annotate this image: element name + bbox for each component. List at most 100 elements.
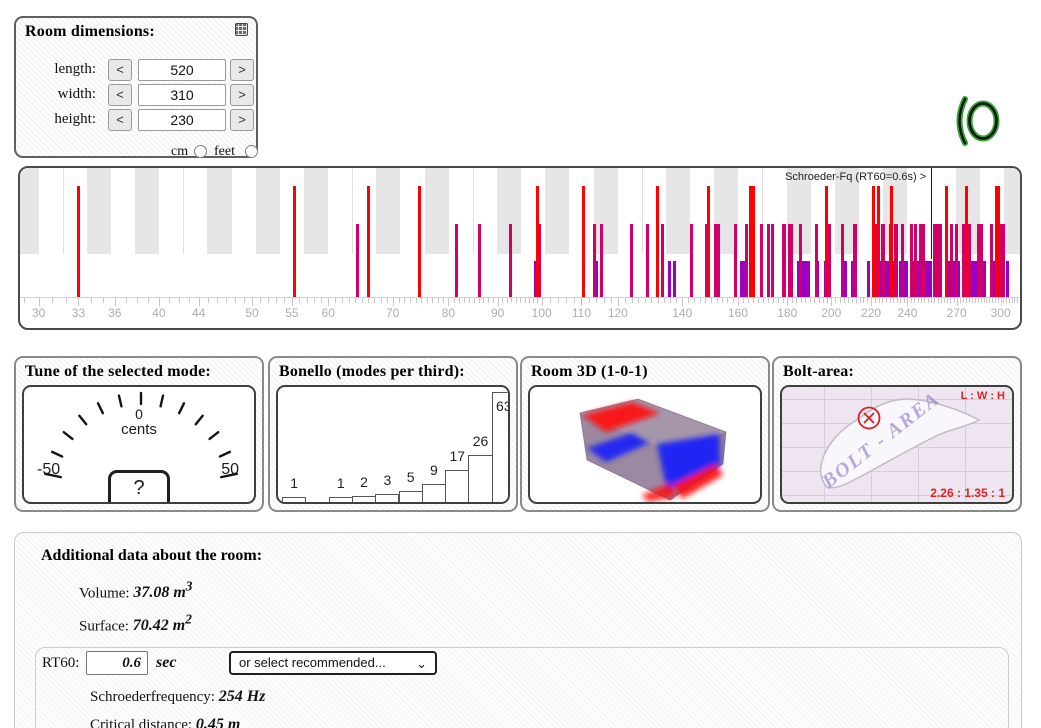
mode-bar-tangential[interactable] bbox=[660, 224, 664, 297]
feet-radio[interactable] bbox=[245, 145, 258, 158]
mode-bar-axial[interactable] bbox=[749, 186, 753, 297]
mode-bar-oblique[interactable] bbox=[993, 261, 997, 297]
room3d-view[interactable] bbox=[528, 385, 762, 504]
mode-bar-tangential[interactable] bbox=[954, 224, 958, 297]
mode-bar-tangential[interactable] bbox=[771, 224, 775, 297]
mode-bar-oblique[interactable] bbox=[796, 261, 800, 297]
mode-bar-tangential[interactable] bbox=[477, 224, 481, 297]
mode-bar-tangential[interactable] bbox=[1001, 224, 1005, 297]
mode-bar-tangential[interactable] bbox=[454, 224, 458, 297]
mode-bar-tangential[interactable] bbox=[901, 224, 905, 297]
mode-bar-tangential[interactable] bbox=[962, 224, 966, 297]
decrement-button[interactable]: < bbox=[108, 109, 132, 131]
mode-bar-oblique[interactable] bbox=[742, 261, 746, 297]
mode-bar-oblique[interactable] bbox=[905, 261, 909, 297]
mode-bar-tangential[interactable] bbox=[913, 224, 917, 297]
rt60-input[interactable] bbox=[86, 651, 148, 675]
mode-bar-tangential[interactable] bbox=[759, 224, 763, 297]
increment-button[interactable]: > bbox=[230, 84, 254, 106]
rt60-recommended-select[interactable]: or select recommended... ⌄ bbox=[229, 651, 437, 675]
mode-bar-axial[interactable] bbox=[996, 186, 1000, 297]
mode-bar-oblique[interactable] bbox=[957, 261, 961, 297]
mode-bar-axial[interactable] bbox=[751, 186, 755, 297]
decrement-button[interactable]: < bbox=[108, 59, 132, 81]
mode-bar-tangential[interactable] bbox=[689, 224, 693, 297]
mode-bar-tangential[interactable] bbox=[976, 224, 980, 297]
mode-bar-axial[interactable] bbox=[417, 186, 421, 297]
mode-bar-oblique[interactable] bbox=[915, 261, 919, 297]
mode-bar-oblique[interactable] bbox=[971, 261, 975, 297]
mode-bar-tangential[interactable] bbox=[999, 224, 1003, 297]
length-input[interactable] bbox=[138, 59, 226, 81]
spectrum-plot-area[interactable]: 30 33 36 40 44 50 55 60 70 80 90 100 110 120 140 160 180… bbox=[20, 168, 1020, 328]
mode-bar-tangential[interactable] bbox=[629, 224, 633, 297]
mode-bar-oblique[interactable] bbox=[929, 261, 933, 297]
mode-bar-tangential[interactable] bbox=[938, 224, 942, 297]
mode-bar-axial[interactable] bbox=[535, 186, 539, 297]
mode-bar-oblique[interactable] bbox=[667, 261, 671, 297]
mode-bar-tangential[interactable] bbox=[713, 224, 717, 297]
mode-bar-oblique[interactable] bbox=[886, 261, 890, 297]
mode-bar-oblique[interactable] bbox=[973, 261, 977, 297]
mode-bar-tangential[interactable] bbox=[705, 224, 709, 297]
amroc-logo[interactable] bbox=[948, 88, 1004, 154]
mode-bar-oblique[interactable] bbox=[1006, 261, 1010, 297]
mode-bar-tangential[interactable] bbox=[815, 224, 819, 297]
mode-bar-oblique[interactable] bbox=[823, 261, 827, 297]
mode-bar-oblique[interactable] bbox=[850, 261, 854, 297]
mode-bar-oblique[interactable] bbox=[925, 261, 929, 297]
mode-bar-tangential[interactable] bbox=[767, 224, 771, 297]
mode-bar-axial[interactable] bbox=[889, 186, 893, 297]
mode-bar-oblique[interactable] bbox=[903, 261, 907, 297]
mode-bar-tangential[interactable] bbox=[788, 224, 792, 297]
height-input[interactable] bbox=[138, 109, 226, 131]
mode-bar-tangential[interactable] bbox=[790, 224, 794, 297]
mode-bar-axial[interactable] bbox=[366, 186, 370, 297]
mode-bar-tangential[interactable] bbox=[827, 224, 831, 297]
mode-bar-oblique[interactable] bbox=[898, 261, 902, 297]
mode-bar-oblique[interactable] bbox=[803, 261, 806, 297]
mode-bar-axial[interactable] bbox=[292, 186, 296, 297]
mode-bar-tangential[interactable] bbox=[744, 224, 748, 297]
mode-bar-tangential[interactable] bbox=[950, 224, 954, 297]
mode-bar-tangential[interactable] bbox=[798, 224, 802, 297]
mode-bar-oblique[interactable] bbox=[866, 261, 870, 297]
mode-bar-tangential[interactable] bbox=[895, 224, 899, 297]
mode-bar-oblique[interactable] bbox=[672, 261, 676, 297]
cm-radio[interactable] bbox=[194, 145, 207, 158]
mode-bar-tangential[interactable] bbox=[854, 224, 858, 297]
mode-bar-axial[interactable] bbox=[945, 186, 949, 297]
mode-bar-tangential[interactable] bbox=[936, 224, 940, 297]
mode-bar-axial[interactable] bbox=[965, 186, 969, 297]
mode-bar-tangential[interactable] bbox=[717, 224, 721, 297]
mode-bar-tangential[interactable] bbox=[509, 224, 513, 297]
mode-bar-oblique[interactable] bbox=[806, 261, 810, 297]
mode-bar-tangential[interactable] bbox=[882, 224, 886, 297]
width-input[interactable] bbox=[138, 84, 226, 106]
mode-bar-oblique[interactable] bbox=[739, 261, 743, 297]
ratio-marker-icon[interactable] bbox=[856, 405, 882, 431]
mode-bar-tangential[interactable] bbox=[592, 224, 596, 297]
increment-button[interactable]: > bbox=[230, 59, 254, 81]
mode-bar-tangential[interactable] bbox=[783, 224, 787, 297]
mode-bar-oblique[interactable] bbox=[533, 261, 537, 297]
mode-bar-axial[interactable] bbox=[707, 186, 711, 297]
mode-bar-oblique[interactable] bbox=[884, 261, 888, 297]
mode-bar-tangential[interactable] bbox=[538, 224, 542, 297]
mode-bar-oblique[interactable] bbox=[844, 261, 848, 297]
mode-bar-axial[interactable] bbox=[825, 186, 829, 297]
mode-bar-tangential[interactable] bbox=[645, 224, 649, 297]
mode-bar-tangential[interactable] bbox=[990, 224, 994, 297]
increment-button[interactable]: > bbox=[230, 109, 254, 131]
mode-bar-oblique[interactable] bbox=[948, 261, 952, 297]
mode-bar-axial[interactable] bbox=[655, 186, 659, 297]
mode-bar-tangential[interactable] bbox=[968, 224, 972, 297]
mode-bar-tangential[interactable] bbox=[932, 224, 936, 297]
grid-handle-icon[interactable] bbox=[235, 23, 248, 36]
mode-bar-oblique[interactable] bbox=[982, 261, 986, 297]
mode-bar-tangential[interactable] bbox=[734, 224, 738, 297]
mode-bar-tangential[interactable] bbox=[356, 224, 360, 297]
mode-bar-axial[interactable] bbox=[876, 186, 880, 297]
mode-bar-tangential[interactable] bbox=[841, 224, 845, 297]
mode-bar-tangential[interactable] bbox=[922, 224, 926, 297]
